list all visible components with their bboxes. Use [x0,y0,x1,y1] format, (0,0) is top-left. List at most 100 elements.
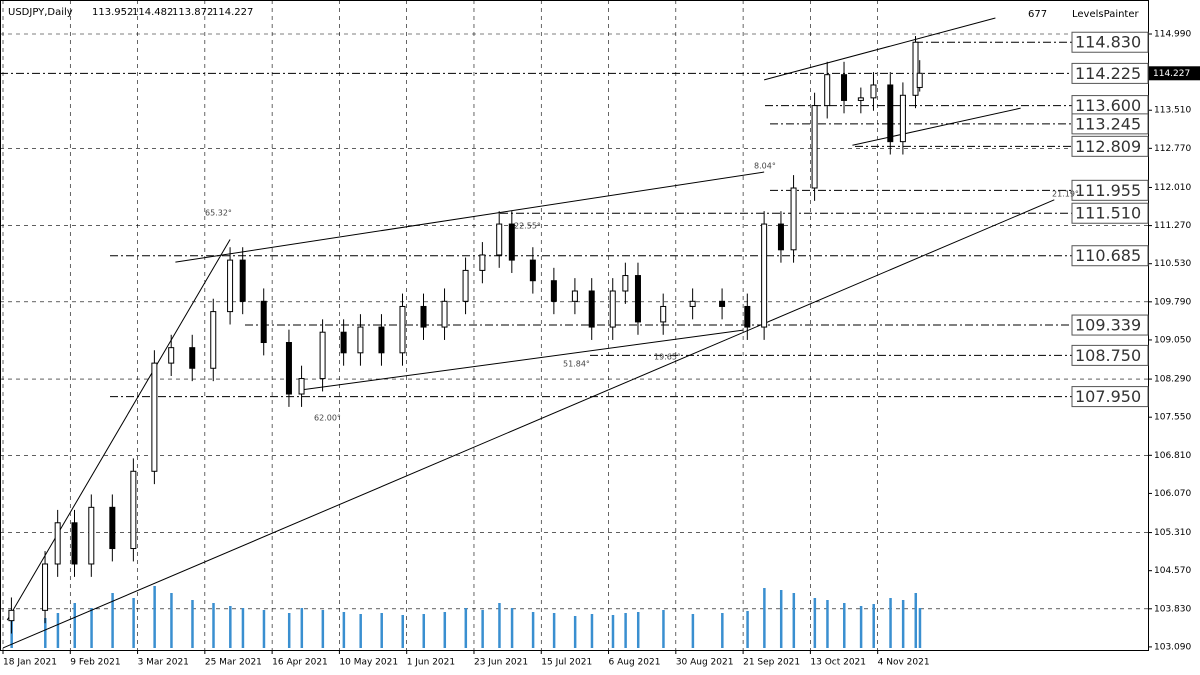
candle-body [130,470,137,550]
x-tick-label: 16 Apr 2021 [272,658,328,668]
angle-label: 19.65° [654,353,681,362]
level-label: 108.750 [1075,346,1141,365]
volume-bar [44,618,47,648]
volume-bar [918,608,922,648]
volume-bar [721,613,724,648]
level-box [1071,179,1149,201]
candle-body [744,305,751,328]
volume-bar [73,603,76,648]
trendline [852,107,1021,146]
volume-bar [901,600,905,648]
volume-bar [443,612,447,648]
volume-bar [859,606,863,648]
volume-bar [843,603,846,648]
candle-body [71,522,78,565]
y-tick-label: 107.550 [1154,413,1191,423]
y-tick-label: 112.010 [1154,183,1191,193]
x-tick-label: 3 Mar 2021 [138,658,189,668]
candle-body [285,342,292,395]
volume-bar [321,610,325,648]
candle-body [761,223,768,328]
trendline [175,171,765,263]
candle-body [378,326,385,354]
header-ohlc: 114.482 [132,7,173,18]
level-box [1071,344,1149,366]
angle-label: 21.19° [1052,190,1079,199]
price-box [1149,66,1200,81]
candle-body [719,300,726,307]
y-tick-label: 104.570 [1154,566,1191,576]
candle-body [8,609,15,622]
candle-body [634,275,641,323]
y-tick-label: 113.510 [1154,106,1191,116]
volume-bar [889,598,892,648]
candle-body [54,522,61,565]
volume-bar [10,620,13,648]
candle-body [529,259,536,282]
volume-bar [779,590,783,648]
trendline [2,199,1055,649]
volume-bar [813,598,817,648]
y-tick-label: 106.810 [1154,451,1191,461]
level-label: 109.339 [1075,316,1141,335]
volume-bar [872,604,875,648]
y-tick-label: 111.270 [1154,221,1191,231]
candle-body [319,331,326,380]
header-ohlc: 114.227 [212,7,253,18]
x-tick-label: 10 May 2021 [339,658,398,668]
x-tick-label: 1 Jun 2021 [407,658,455,668]
candle-body [508,223,515,261]
candle-body [887,84,894,143]
y-tick-label: 109.050 [1154,335,1191,345]
y-tick-label: 114.990 [1154,29,1191,39]
volume-bar [914,593,918,648]
x-tick-label: 13 Oct 2021 [810,658,866,668]
indicator-name: LevelsPainter [1072,9,1140,20]
candle-body [462,269,469,302]
x-tick-label: 15 Jul 2021 [541,658,592,668]
candle-body [790,187,797,251]
level-box [1071,31,1149,53]
level-label: 107.950 [1075,387,1141,406]
candle-body [298,378,305,395]
angle-label: 22.55° [514,222,541,231]
volume-bar [241,608,245,648]
x-tick-label: 9 Feb 2021 [70,658,120,668]
volume-bar [531,612,535,648]
candle-body [357,326,364,354]
level-box [1071,314,1149,336]
volume-bar [359,614,362,648]
level-label: 114.225 [1075,64,1141,83]
candle-body [689,300,696,307]
volume-bar [662,610,665,648]
volume-bar [464,608,468,648]
angle-label: 65.32° [205,209,232,218]
candle-body [777,223,784,251]
candle-body [857,97,864,101]
volume-bar [191,600,194,648]
candle-body [210,311,217,369]
x-tick-label: 23 Jun 2021 [474,658,528,668]
level-label: 112.809 [1075,137,1141,156]
angle-label: 8.04° [754,162,776,171]
level-box [1071,202,1149,224]
header-ohlc: 113.872 [172,7,213,18]
volume-bar [153,586,156,648]
volume-bar [132,598,135,648]
y-tick-label: 105.310 [1154,528,1191,538]
level-label: 114.830 [1075,33,1141,52]
volume-bar [300,608,304,648]
volume-bar [170,593,173,648]
candle-body [622,275,629,292]
angle-label: 62.00° [314,414,341,423]
x-tick-label: 4 Nov 2021 [878,658,930,668]
level-box [1071,135,1149,157]
trendline [763,17,996,81]
volume-bar [792,593,796,648]
candle-body [399,305,406,354]
candle-body [479,254,486,271]
volume-bar [262,610,266,648]
y-tick-label: 103.830 [1154,604,1191,614]
volume-bar [401,615,404,648]
volume-bar [90,608,93,648]
